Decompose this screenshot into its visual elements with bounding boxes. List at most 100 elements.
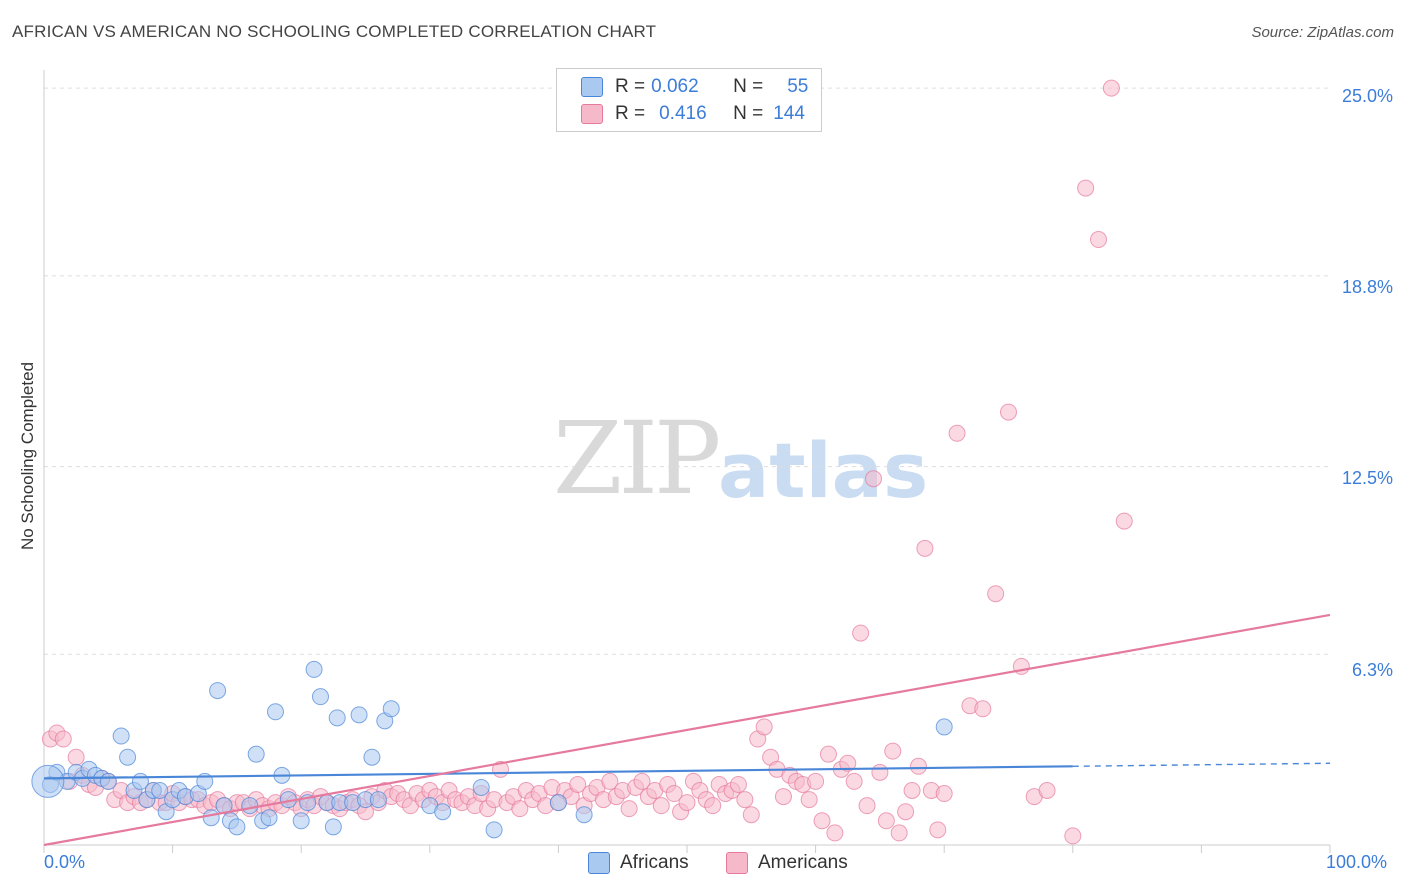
americans-point (884, 742, 902, 760)
legend-r-value: 0.062 (651, 76, 699, 97)
legend-r-value: 0.416 (659, 103, 707, 124)
watermark-zip: ZIP (553, 400, 721, 517)
africans-point (228, 818, 246, 836)
americans-point (826, 824, 844, 842)
americans-point (864, 470, 882, 488)
americans-point (845, 772, 863, 790)
legend-row-africans: R = 0.062 N = 55 (557, 73, 808, 101)
africans-point (363, 748, 381, 766)
legend-r-label: R = (615, 76, 646, 97)
americans-legend-label: Americans (758, 852, 848, 873)
africans-point (311, 688, 329, 706)
y-tick-label: 18.8% (1341, 277, 1393, 297)
americans-point (987, 585, 1005, 603)
americans-point (736, 791, 754, 809)
americans-point (665, 785, 683, 803)
africans-point (202, 809, 220, 827)
americans-point (909, 757, 927, 775)
africans-point (119, 748, 137, 766)
americans-point (755, 718, 773, 736)
africans-trend-line (43, 765, 1073, 780)
americans-point (897, 803, 915, 821)
y-tick-label: 12.5% (1341, 468, 1393, 488)
americans-point (1077, 179, 1095, 197)
americans-point (54, 730, 72, 748)
americans-point (813, 812, 831, 830)
americans-point (601, 772, 619, 790)
africans-point (575, 806, 593, 824)
americans-point (1090, 231, 1108, 249)
americans-point (839, 754, 857, 772)
americans-point (800, 791, 818, 809)
americans-point (704, 797, 722, 815)
africans-point (472, 778, 490, 796)
africans-point (935, 718, 953, 736)
americans-trend-line (43, 613, 1331, 847)
africans-legend-label: Africans (620, 852, 689, 873)
africans-legend-swatch (588, 852, 610, 874)
americans-point (620, 800, 638, 818)
x-tick-label: 0.0% (44, 852, 86, 872)
americans-point (935, 785, 953, 803)
africans-point (350, 706, 368, 724)
x-tick-label: 100.0% (1326, 852, 1388, 872)
africans-point (247, 745, 265, 763)
y-tick-label: 6.3% (1351, 660, 1393, 680)
bottom-legend-africans[interactable]: Africans (588, 852, 689, 874)
africans-point (305, 660, 323, 678)
y-tick-label: 25.0% (1341, 86, 1393, 106)
americans-point (819, 745, 837, 763)
americans-point (1064, 827, 1082, 845)
africans-point (260, 809, 278, 827)
americans-point (974, 700, 992, 718)
legend-row-americans: R = 0.416 N = 144 (557, 100, 805, 128)
americans-point (929, 821, 947, 839)
americans-point (633, 772, 651, 790)
africans-point (112, 727, 130, 745)
americans-point (877, 812, 895, 830)
americans-point (871, 763, 889, 781)
americans-point (569, 775, 587, 793)
americans-point (774, 788, 792, 806)
africans-point (369, 791, 387, 809)
africans-point (151, 782, 169, 800)
americans-point (903, 782, 921, 800)
americans-point (858, 797, 876, 815)
africans-point (485, 821, 503, 839)
source-label: Source: ZipAtlas.com (1251, 24, 1394, 41)
africans-point (549, 794, 567, 812)
africans-point (328, 709, 346, 727)
bottom-legend-americans[interactable]: Americans (726, 852, 848, 874)
africans-point (266, 703, 284, 721)
americans-point (852, 624, 870, 642)
chart-title: AFRICAN VS AMERICAN NO SCHOOLING COMPLET… (12, 22, 657, 41)
africans-point (99, 772, 117, 790)
africans-point (31, 764, 65, 798)
africans-point (209, 682, 227, 700)
americans-point (1102, 79, 1120, 97)
americans-point (678, 794, 696, 812)
africans-swatch (581, 77, 603, 97)
americans-point (807, 772, 825, 790)
legend-n-value: 55 (787, 76, 809, 97)
americans-swatch (581, 104, 603, 124)
africans-point (324, 818, 342, 836)
americans-point (948, 424, 966, 442)
africans-point (434, 803, 452, 821)
legend-n-value: 144 (773, 103, 805, 124)
africans-point (292, 812, 310, 830)
legend-n-label: N = (733, 76, 764, 97)
americans-point (742, 806, 760, 824)
americans-point (729, 775, 747, 793)
americans-point (890, 824, 908, 842)
americans-point (1038, 782, 1056, 800)
americans-point (1000, 403, 1017, 421)
americans-point (511, 800, 529, 818)
legend-n-label: N = (733, 103, 764, 124)
correlation-legend: R = 0.062 N = 55 R = 0.416 N = 144 (556, 68, 822, 132)
africans-point (241, 797, 259, 815)
watermark-atlas: atlas (718, 426, 929, 515)
africans-trend-extension (1072, 762, 1331, 767)
legend-r-label: R = (615, 103, 646, 124)
